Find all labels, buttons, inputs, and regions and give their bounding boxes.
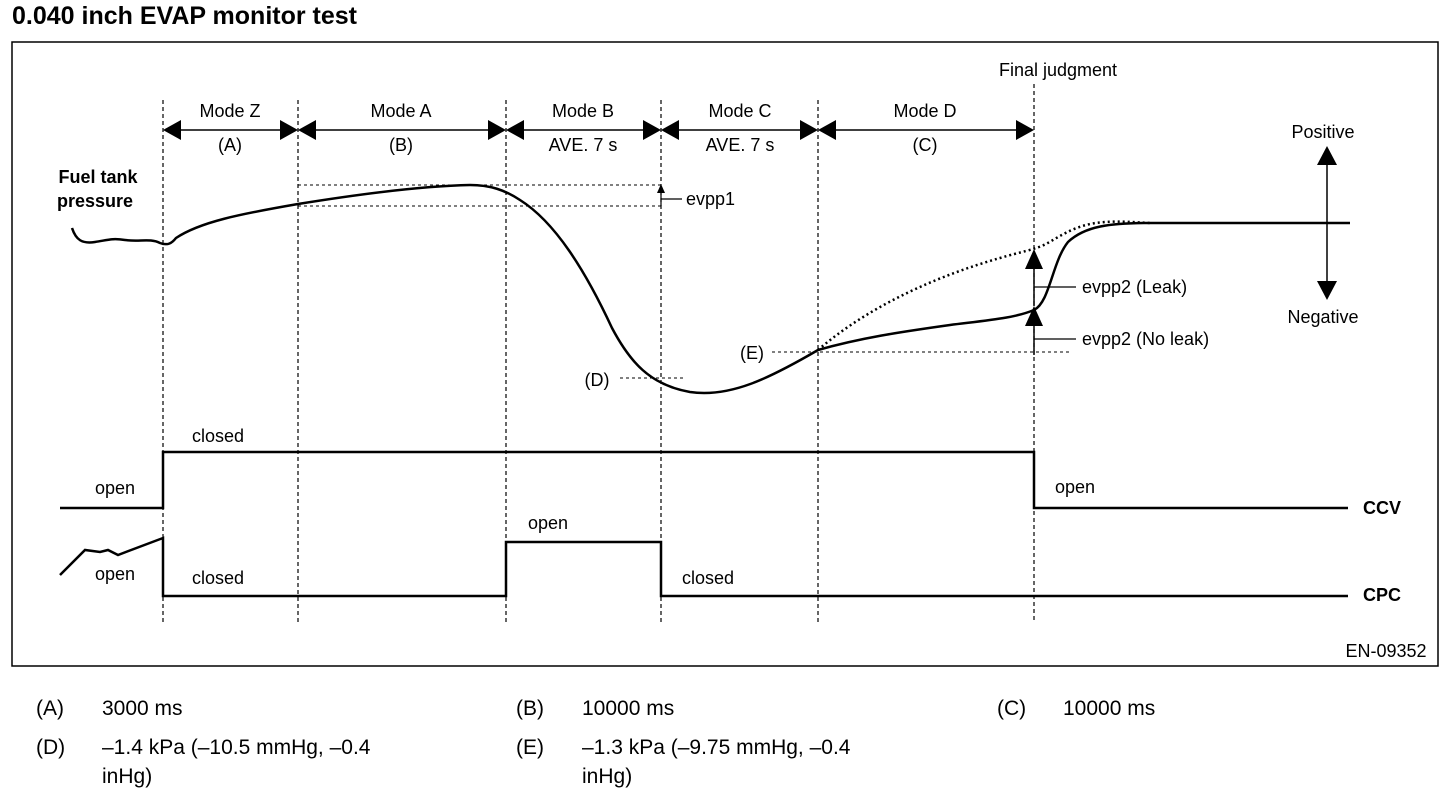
legend-item-b: (B) 10000 ms [516, 694, 936, 724]
span-arrow-mode-b [506, 120, 661, 140]
legend-item-a: (A) 3000 ms [36, 694, 456, 724]
span-arrow-mode-d [818, 120, 1034, 140]
legend-key: (A) [36, 697, 64, 720]
negative-label: Negative [1287, 307, 1358, 327]
legend-value: 10000 ms [582, 697, 675, 720]
figure-code: EN-09352 [1345, 641, 1426, 661]
span-arrow-mode-c [661, 120, 818, 140]
ccv-open-left: open [95, 478, 135, 498]
legend-value-cont: inHg) [582, 765, 633, 788]
cpc-closed-right: closed [682, 568, 734, 588]
positive-arrowhead [1317, 146, 1337, 165]
span-arrow-mode-a [298, 120, 506, 140]
legend-value: –1.3 kPa (–9.75 mmHg, –0.4 [582, 736, 851, 759]
legend-key: (D) [36, 736, 66, 759]
cpc-closed-left: closed [192, 568, 244, 588]
mode-b-sub: AVE. 7 s [549, 135, 618, 155]
legend-value-cont: inHg) [102, 765, 153, 788]
mode-span-arrows [163, 120, 1034, 140]
legend-value: –1.4 kPa (–10.5 mmHg, –0.4 [102, 736, 371, 759]
mode-a-label: Mode A [370, 101, 431, 121]
cpc-label: CPC [1363, 585, 1401, 605]
cpc-open-mid: open [528, 513, 568, 533]
marker-e-label: (E) [740, 343, 764, 363]
pressure-curve-leak [817, 220, 1151, 351]
evpp1-arrowhead [657, 184, 665, 193]
legend-key: (E) [516, 736, 544, 759]
mode-d-label: Mode D [893, 101, 956, 121]
positive-label: Positive [1291, 122, 1354, 142]
mode-d-sub: (C) [913, 135, 938, 155]
mode-c-sub: AVE. 7 s [706, 135, 775, 155]
cpc-signal [59, 536, 1348, 598]
evpp2-noleak-label: evpp2 (No leak) [1082, 329, 1209, 349]
mode-c-label: Mode C [708, 101, 771, 121]
mode-z-label: Mode Z [199, 101, 260, 121]
negative-arrowhead [1317, 281, 1337, 300]
evpp2-noleak-arrowhead [1025, 306, 1043, 326]
marker-d-label: (D) [585, 370, 610, 390]
legend-value: 3000 ms [102, 697, 183, 720]
ccv-label: CCV [1363, 498, 1401, 518]
evpp2-leak-label: evpp2 (Leak) [1082, 277, 1187, 297]
ccv-signal [60, 450, 1348, 510]
legend-key: (C) [997, 697, 1027, 720]
evpp2-markers [1025, 249, 1076, 355]
pressure-curve-no-leak [70, 183, 1350, 395]
ccv-closed-label: closed [192, 426, 244, 446]
fuel-tank-label-line2: pressure [57, 191, 133, 211]
legend-item-c: (C) 10000 ms [997, 694, 1417, 724]
mode-z-sub: (A) [218, 135, 242, 155]
diagram-frame [11, 41, 1439, 667]
evpp2-leak-arrowhead [1025, 249, 1043, 269]
cpc-open-left: open [95, 564, 135, 584]
evpp1-label: evpp1 [686, 189, 735, 209]
diagram-title: 0.040 inch EVAP monitor test [12, 2, 358, 30]
mode-a-sub: (B) [389, 135, 413, 155]
final-judgment-label: Final judgment [999, 60, 1117, 80]
span-arrow-mode-z [163, 120, 298, 140]
fuel-tank-label-line1: Fuel tank [58, 167, 138, 187]
legend-item-d: (D) –1.4 kPa (–10.5 mmHg, –0.4 inHg) [36, 733, 476, 793]
legend-item-e: (E) –1.3 kPa (–9.75 mmHg, –0.4 inHg) [516, 733, 956, 793]
ccv-open-right: open [1055, 477, 1095, 497]
legend-value: 10000 ms [1063, 697, 1156, 720]
mode-b-label: Mode B [552, 101, 614, 121]
legend-key: (B) [516, 697, 544, 720]
